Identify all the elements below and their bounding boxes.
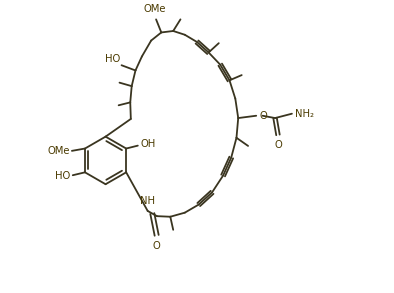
Text: O: O — [260, 111, 268, 121]
Text: OH: OH — [140, 139, 155, 149]
Text: OMe: OMe — [47, 146, 70, 156]
Text: OMe: OMe — [144, 4, 166, 14]
Text: O: O — [153, 241, 160, 251]
Text: NH: NH — [140, 196, 155, 206]
Text: HO: HO — [55, 171, 71, 181]
Text: HO: HO — [105, 54, 121, 64]
Text: NH₂: NH₂ — [296, 109, 314, 119]
Text: O: O — [274, 140, 282, 150]
